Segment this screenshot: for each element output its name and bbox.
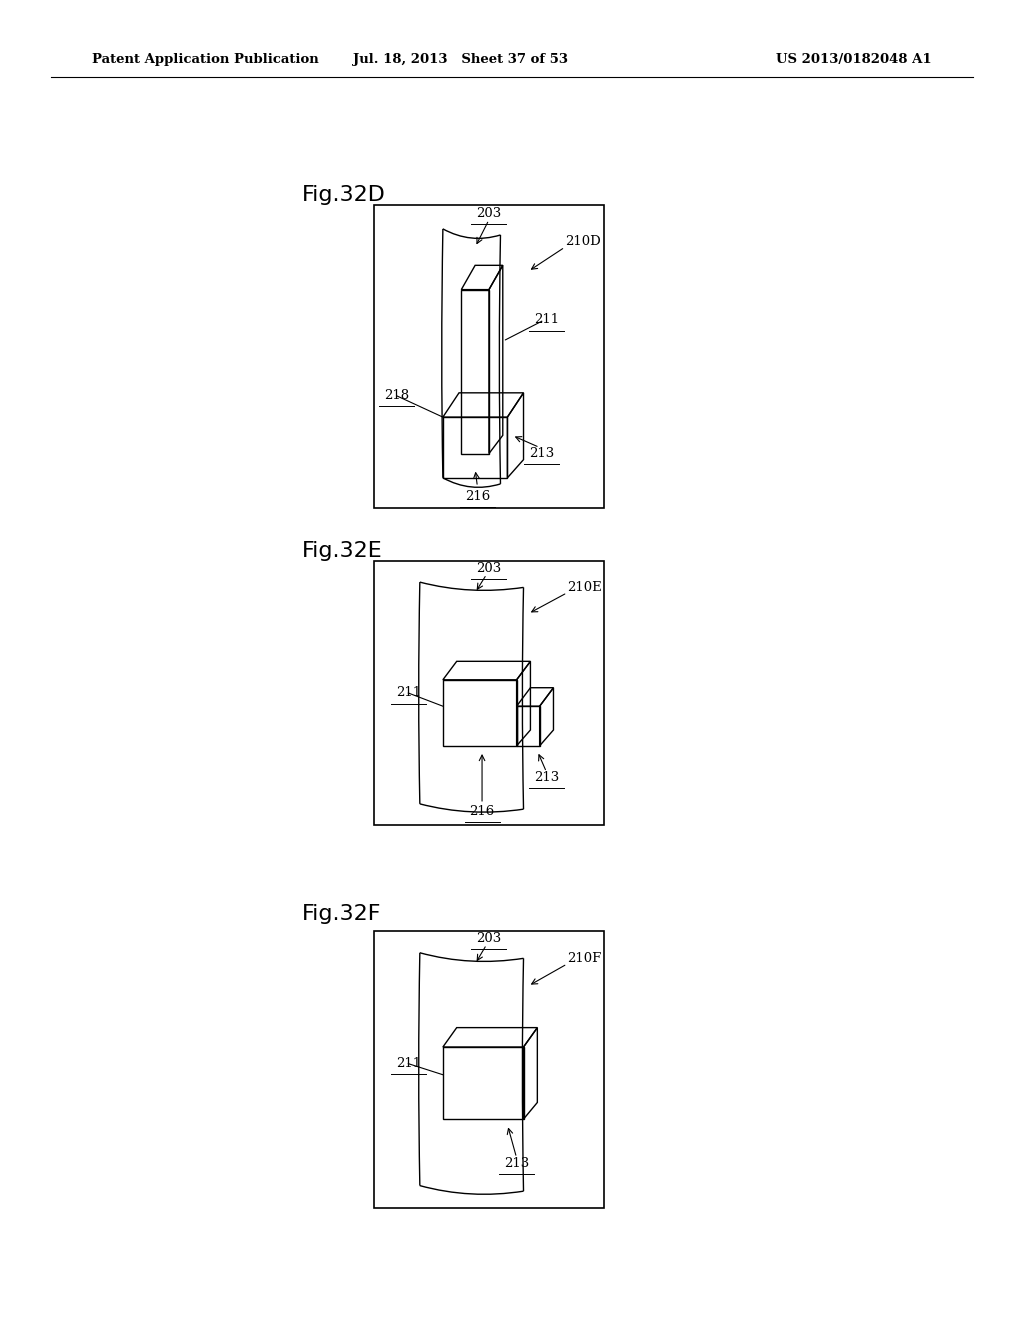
Text: 216: 216 xyxy=(469,805,495,818)
Text: Jul. 18, 2013   Sheet 37 of 53: Jul. 18, 2013 Sheet 37 of 53 xyxy=(353,53,568,66)
Text: 203: 203 xyxy=(476,562,502,576)
Text: 213: 213 xyxy=(529,447,555,461)
Bar xyxy=(374,931,604,1208)
Text: 218: 218 xyxy=(384,389,410,403)
Bar xyxy=(374,561,604,825)
Text: 211: 211 xyxy=(395,1057,421,1071)
Bar xyxy=(374,205,604,508)
Text: 203: 203 xyxy=(476,932,502,945)
Text: 213: 213 xyxy=(534,771,559,784)
Text: Fig.32E: Fig.32E xyxy=(302,541,383,561)
Text: 211: 211 xyxy=(395,686,421,700)
Text: 211: 211 xyxy=(534,313,559,326)
Text: 210D: 210D xyxy=(565,235,601,248)
Text: 213: 213 xyxy=(504,1156,529,1170)
Text: Fig.32F: Fig.32F xyxy=(302,904,382,924)
Text: 210E: 210E xyxy=(567,581,602,594)
Text: 203: 203 xyxy=(476,207,502,220)
Text: Fig.32D: Fig.32D xyxy=(302,185,386,205)
Text: 210F: 210F xyxy=(567,952,601,965)
Text: US 2013/0182048 A1: US 2013/0182048 A1 xyxy=(776,53,932,66)
Text: Patent Application Publication: Patent Application Publication xyxy=(92,53,318,66)
Text: 216: 216 xyxy=(465,490,490,503)
